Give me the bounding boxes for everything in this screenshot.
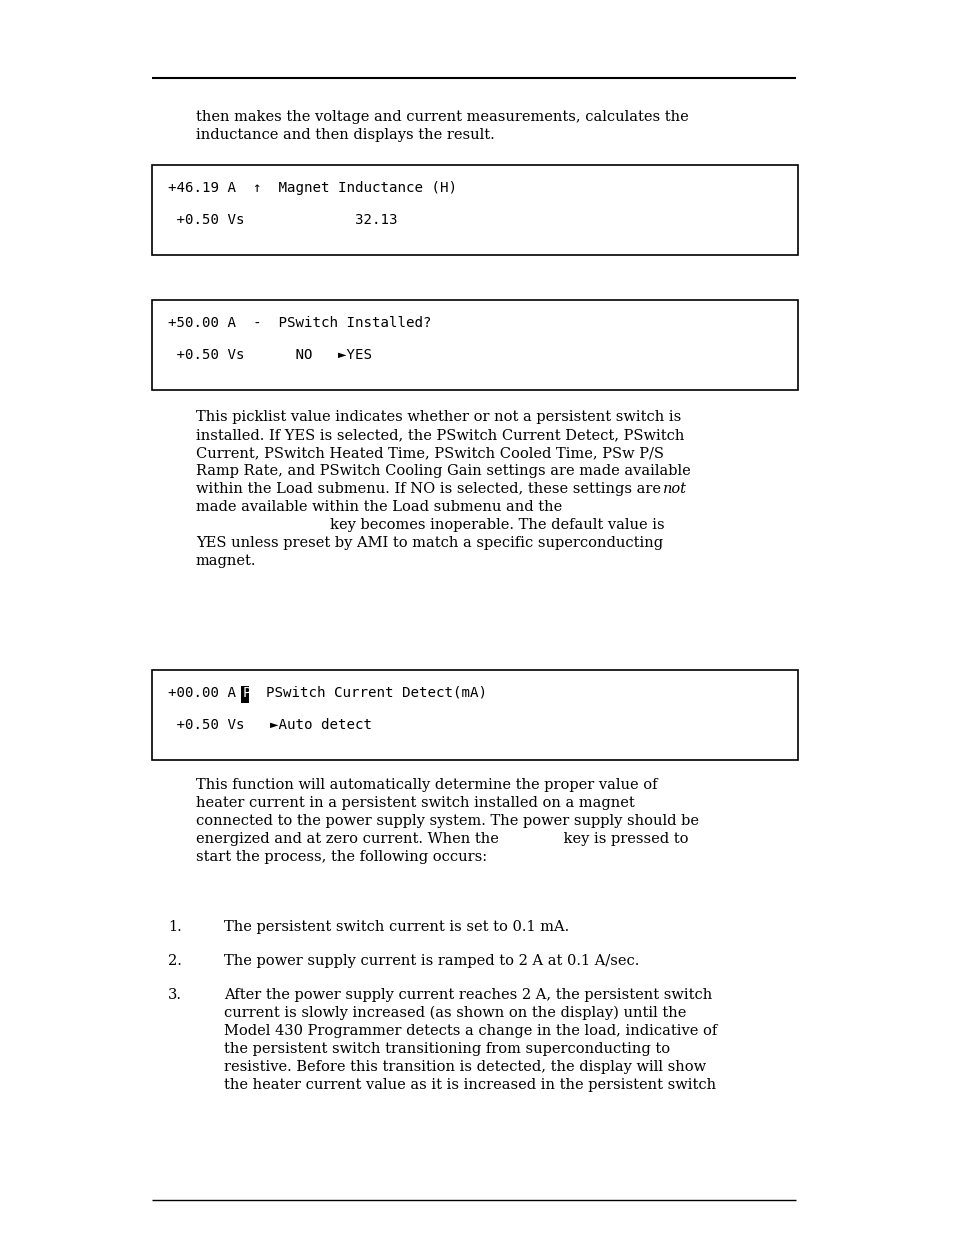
Text: inductance and then displays the result.: inductance and then displays the result. — [195, 128, 495, 142]
Text: magnet.: magnet. — [195, 555, 256, 568]
Text: connected to the power supply system. The power supply should be: connected to the power supply system. Th… — [195, 814, 699, 827]
Text: the persistent switch transitioning from superconducting to: the persistent switch transitioning from… — [224, 1042, 669, 1056]
Text: The power supply current is ramped to 2 A at 0.1 A/sec.: The power supply current is ramped to 2 … — [224, 953, 639, 968]
Text: the heater current value as it is increased in the persistent switch: the heater current value as it is increa… — [224, 1078, 716, 1092]
Text: This picklist value indicates whether or not a persistent switch is: This picklist value indicates whether or… — [195, 410, 680, 424]
Text: start the process, the following occurs:: start the process, the following occurs: — [195, 850, 487, 864]
Text: +0.50 Vs   ►Auto detect: +0.50 Vs ►Auto detect — [168, 718, 372, 732]
Bar — [152, 300, 797, 390]
Text: +50.00 A  -  PSwitch Installed?: +50.00 A - PSwitch Installed? — [168, 316, 431, 330]
Text: After the power supply current reaches 2 A, the persistent switch: After the power supply current reaches 2… — [224, 988, 712, 1002]
Text: energized and at zero current. When the              key is pressed to: energized and at zero current. When the … — [195, 832, 688, 846]
Text: PSwitch Current Detect(mA): PSwitch Current Detect(mA) — [249, 685, 486, 700]
Text: current is slowly increased (as shown on the display) until the: current is slowly increased (as shown on… — [224, 1007, 685, 1020]
Text: YES unless preset by AMI to match a specific superconducting: YES unless preset by AMI to match a spec… — [195, 536, 662, 550]
Text: +46.19 A  ↑  Magnet Inductance (H): +46.19 A ↑ Magnet Inductance (H) — [168, 182, 456, 195]
Text: +00.00 A: +00.00 A — [168, 685, 253, 700]
Text: Current, PSwitch Heated Time, PSwitch Cooled Time, PSw P/S: Current, PSwitch Heated Time, PSwitch Co… — [195, 446, 663, 459]
Text: Ramp Rate, and PSwitch Cooling Gain settings are made available: Ramp Rate, and PSwitch Cooling Gain sett… — [195, 464, 690, 478]
Text: P: P — [242, 685, 251, 700]
Text: then makes the voltage and current measurements, calculates the: then makes the voltage and current measu… — [195, 110, 688, 124]
Bar — [152, 165, 797, 254]
Text: The persistent switch current is set to 0.1 mA.: The persistent switch current is set to … — [224, 920, 569, 934]
Text: within the Load submenu. If NO is selected, these settings are: within the Load submenu. If NO is select… — [195, 482, 665, 496]
Text: resistive. Before this transition is detected, the display will show: resistive. Before this transition is det… — [224, 1060, 705, 1074]
Text: 3.: 3. — [168, 988, 182, 1002]
Text: key becomes inoperable. The default value is: key becomes inoperable. The default valu… — [195, 517, 664, 532]
Bar — [241, 685, 249, 703]
Text: +0.50 Vs      NO   ►YES: +0.50 Vs NO ►YES — [168, 348, 372, 362]
Text: This function will automatically determine the proper value of: This function will automatically determi… — [195, 778, 657, 792]
Text: installed. If YES is selected, the PSwitch Current Detect, PSwitch: installed. If YES is selected, the PSwit… — [195, 429, 683, 442]
Bar — [152, 671, 797, 760]
Text: +0.50 Vs             32.13: +0.50 Vs 32.13 — [168, 212, 397, 227]
Text: 1.: 1. — [168, 920, 182, 934]
Text: heater current in a persistent switch installed on a magnet: heater current in a persistent switch in… — [195, 797, 634, 810]
Text: made available within the Load submenu and the: made available within the Load submenu a… — [195, 500, 561, 514]
Text: Model 430 Programmer detects a change in the load, indicative of: Model 430 Programmer detects a change in… — [224, 1024, 717, 1037]
Text: not: not — [662, 482, 686, 496]
Text: 2.: 2. — [168, 953, 182, 968]
